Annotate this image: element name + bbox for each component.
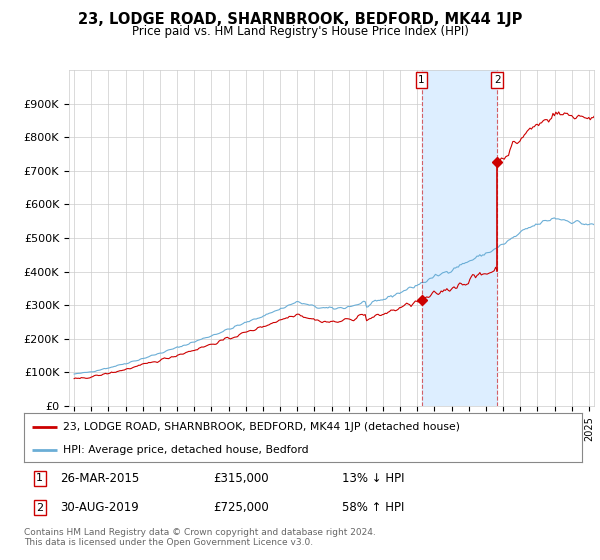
Text: £725,000: £725,000 bbox=[214, 501, 269, 514]
Text: Price paid vs. HM Land Registry's House Price Index (HPI): Price paid vs. HM Land Registry's House … bbox=[131, 25, 469, 38]
Text: 23, LODGE ROAD, SHARNBROOK, BEDFORD, MK44 1JP: 23, LODGE ROAD, SHARNBROOK, BEDFORD, MK4… bbox=[78, 12, 522, 27]
Text: 23, LODGE ROAD, SHARNBROOK, BEDFORD, MK44 1JP (detached house): 23, LODGE ROAD, SHARNBROOK, BEDFORD, MK4… bbox=[63, 422, 460, 432]
Text: £315,000: £315,000 bbox=[214, 472, 269, 485]
Text: 1: 1 bbox=[36, 473, 43, 483]
Text: HPI: Average price, detached house, Bedford: HPI: Average price, detached house, Bedf… bbox=[63, 445, 308, 455]
Text: 58% ↑ HPI: 58% ↑ HPI bbox=[342, 501, 404, 514]
Text: 1: 1 bbox=[418, 75, 425, 85]
Text: 2: 2 bbox=[494, 75, 501, 85]
Text: 2: 2 bbox=[36, 503, 43, 513]
Text: 13% ↓ HPI: 13% ↓ HPI bbox=[342, 472, 404, 485]
Text: 26-MAR-2015: 26-MAR-2015 bbox=[60, 472, 140, 485]
Bar bbox=[422, 70, 497, 406]
Text: 30-AUG-2019: 30-AUG-2019 bbox=[60, 501, 139, 514]
Text: Contains HM Land Registry data © Crown copyright and database right 2024.
This d: Contains HM Land Registry data © Crown c… bbox=[24, 528, 376, 547]
